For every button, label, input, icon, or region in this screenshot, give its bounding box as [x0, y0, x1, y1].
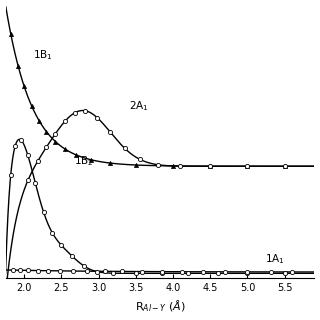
Text: 1B$_1$: 1B$_1$ — [33, 48, 53, 61]
Text: 1B$_2$: 1B$_2$ — [74, 154, 93, 168]
Text: 2A$_1$: 2A$_1$ — [129, 100, 149, 113]
X-axis label: R$_{Al-Y}$ ($\AA$): R$_{Al-Y}$ ($\AA$) — [135, 299, 185, 315]
Text: 1A$_1$: 1A$_1$ — [265, 252, 285, 266]
